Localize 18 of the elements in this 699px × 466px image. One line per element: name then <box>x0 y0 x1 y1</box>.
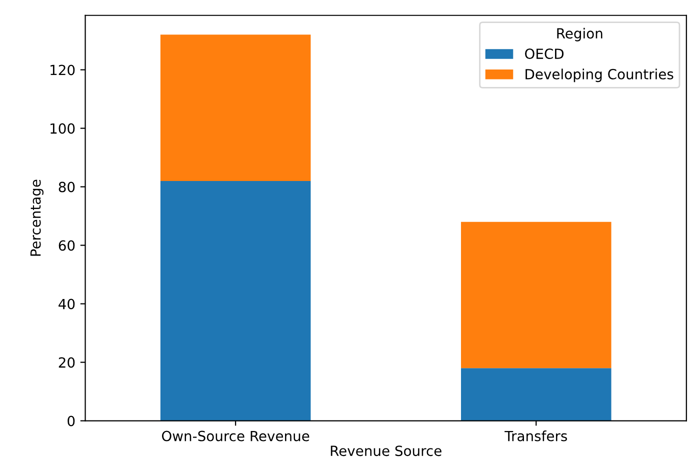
y-tick-label: 40 <box>58 298 75 310</box>
y-tick-label: 60 <box>58 240 75 251</box>
legend-label: Developing Countries <box>526 68 674 82</box>
x-tick-label: Transfers <box>504 430 567 442</box>
x-axis-title: Revenue Source <box>330 446 442 456</box>
y-tick-label: 80 <box>58 182 75 192</box>
y-tick-label: 0 <box>68 416 75 426</box>
legend-label: OECD <box>525 48 564 60</box>
legend-title: Region <box>557 28 602 42</box>
y-axis-title: Percentage <box>30 180 44 256</box>
y-tick-label: 20 <box>58 357 75 368</box>
bar <box>160 180 311 421</box>
bar <box>460 222 612 368</box>
x-tick-label: Own-Source Revenue <box>162 430 310 442</box>
bar <box>160 34 311 181</box>
bar <box>460 368 612 421</box>
y-tick-label: 100 <box>50 123 75 134</box>
y-tick-label: 120 <box>50 64 75 76</box>
